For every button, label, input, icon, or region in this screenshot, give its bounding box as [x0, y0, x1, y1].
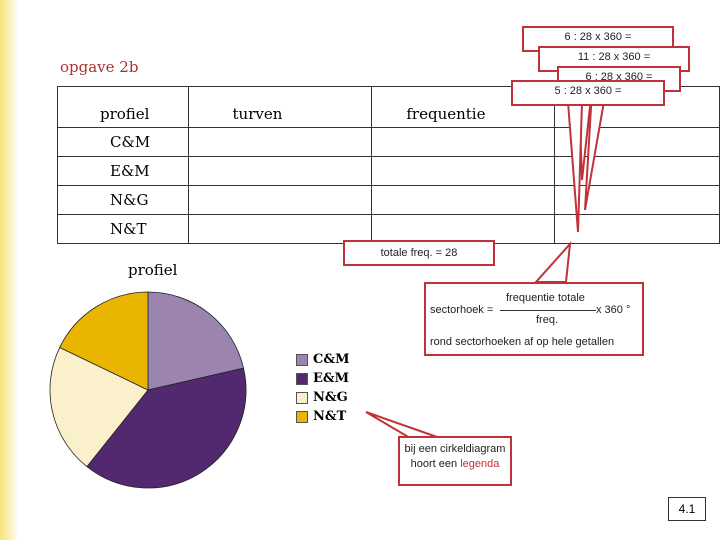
slide-number: 4.1 [668, 497, 706, 521]
calc-callout-nt: 5 : 28 x 360 = [511, 80, 665, 106]
legend-swatch-em [296, 372, 308, 385]
legend-swatch-ng [296, 391, 308, 404]
pie-legend: C&M E&M N&G N&T [296, 350, 349, 426]
legend-swatch-nt [296, 410, 308, 423]
pie-chart-title: profiel [128, 261, 178, 279]
row-label-nt: N&T [57, 214, 189, 244]
formula-multiplier: x 360 ° [596, 304, 631, 316]
pie-slice-ng [49, 346, 149, 468]
legend-item-nt: N&T [296, 407, 349, 426]
calc-text-em: 11 : 28 x 360 = [577, 51, 651, 63]
calc-text-nt: 5 : 28 x 360 = [554, 85, 622, 97]
sector-angle-formula: sectorhoek = frequentie totale freq. x 3… [430, 292, 640, 348]
legend-label-cm: C&M [313, 352, 350, 367]
legend-label-ng: N&G [313, 390, 348, 405]
legend-note-line2: hoort een [410, 458, 461, 470]
header-profiel: profiel [57, 86, 189, 128]
legend-note-line1: bij een cirkeldiagram [404, 443, 506, 455]
decorative-sidebar [0, 0, 18, 540]
pointer-formula [533, 241, 572, 283]
pie-slice-nt [59, 291, 149, 391]
formula-numerator: frequentie totale [506, 292, 585, 304]
pie-chart [49, 291, 247, 489]
formula-lhs: sectorhoek = [430, 304, 494, 316]
table-row: E&M [57, 156, 720, 186]
calc-text-cm: 6 : 28 x 360 = [564, 31, 632, 43]
row-label-ng: N&G [57, 185, 189, 215]
legend-item-em: E&M [296, 369, 349, 388]
slide-title: opgave 2b [60, 58, 139, 76]
legend-swatch-cm [296, 353, 308, 366]
legend-item-cm: C&M [296, 350, 349, 369]
formula-denominator: freq. [536, 314, 559, 326]
formula-callout [424, 282, 644, 356]
pointer-legend [365, 411, 441, 439]
legend-item-ng: N&G [296, 388, 349, 407]
legend-label-em: E&M [313, 371, 350, 386]
row-label-cm: C&M [57, 127, 189, 157]
total-frequency-callout: totale freq. = 28 [343, 240, 495, 266]
legend-note-callout: bij een cirkeldiagram hoort een legenda [398, 436, 512, 486]
table-row: N&T [57, 214, 720, 244]
table-row: N&G [57, 185, 720, 215]
fraction-bar [500, 310, 596, 311]
legend-note-highlight: legenda [460, 458, 500, 470]
pie-slice-em [86, 367, 247, 489]
pointer-nt [566, 101, 584, 233]
pie-slice-cm [147, 291, 245, 391]
legend-label-nt: N&T [313, 409, 347, 424]
total-frequency-text: totale freq. = 28 [380, 247, 458, 259]
table-row: C&M [57, 127, 720, 157]
rounding-note: rond sectorhoeken af op hele getallen [430, 336, 615, 348]
